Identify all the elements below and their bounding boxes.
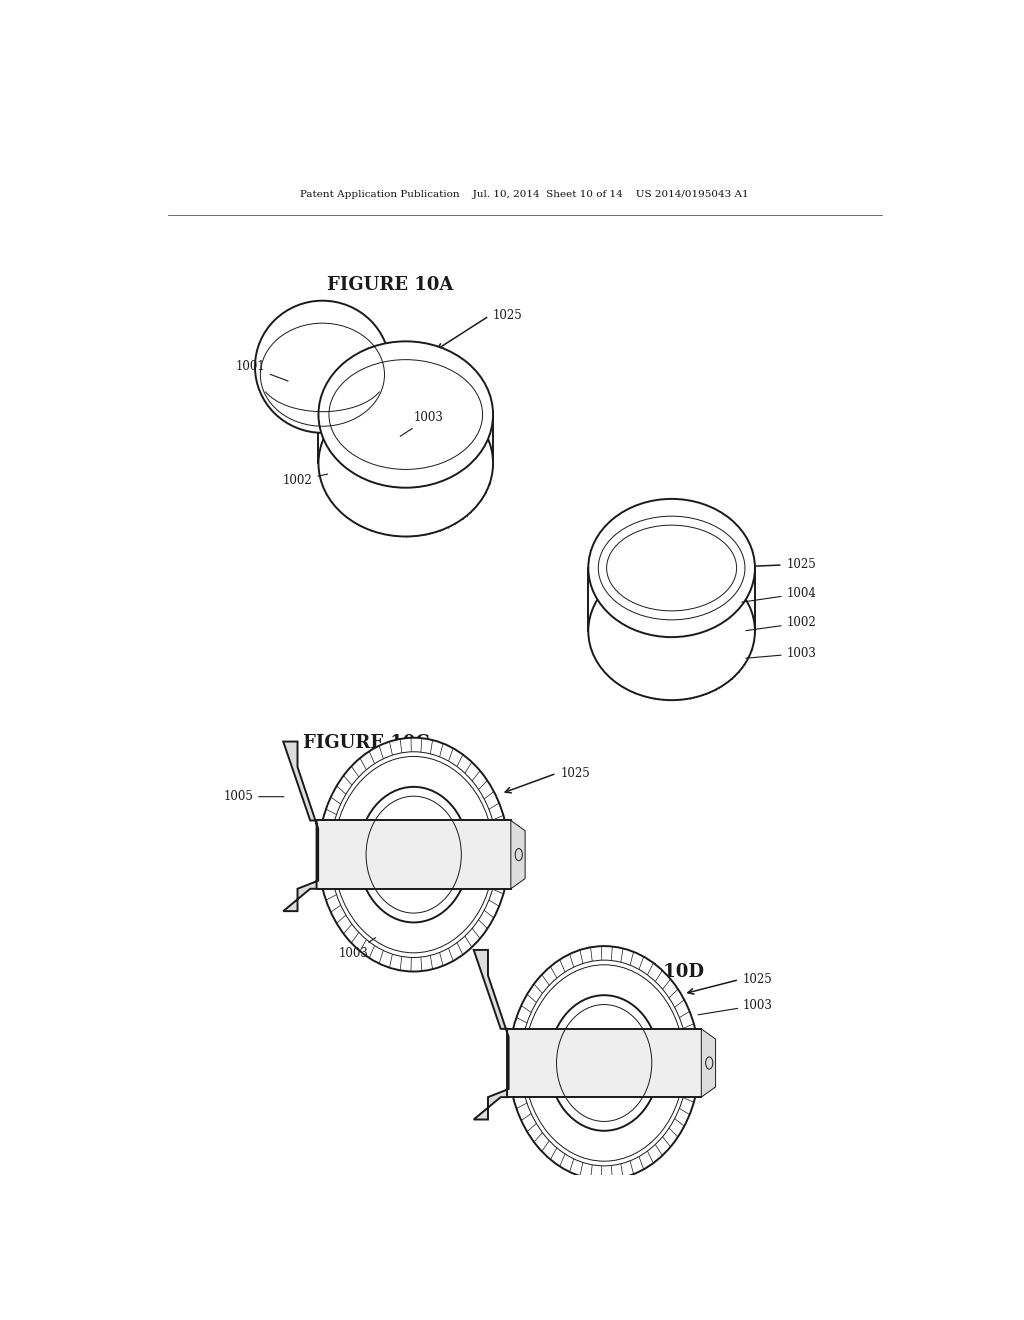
Ellipse shape [255, 301, 390, 433]
Text: FIGURE 10A: FIGURE 10A [327, 276, 453, 294]
Text: 1002: 1002 [283, 474, 328, 487]
Text: 1025: 1025 [743, 973, 773, 986]
Ellipse shape [358, 787, 469, 923]
Text: FIGURE 10C: FIGURE 10C [303, 734, 429, 752]
Ellipse shape [549, 995, 659, 1131]
Ellipse shape [589, 499, 755, 638]
Polygon shape [701, 1028, 716, 1097]
Ellipse shape [524, 965, 684, 1162]
Text: 1005: 1005 [223, 791, 284, 803]
Text: 1003: 1003 [745, 647, 816, 660]
Polygon shape [507, 1028, 701, 1097]
Ellipse shape [589, 562, 755, 700]
Text: 1003: 1003 [698, 998, 773, 1015]
Text: 1004: 1004 [741, 587, 816, 602]
Ellipse shape [520, 960, 688, 1166]
Polygon shape [511, 821, 525, 888]
Text: 1002: 1002 [745, 616, 816, 631]
Text: 1025: 1025 [494, 309, 523, 322]
Polygon shape [316, 821, 511, 888]
Text: 1025: 1025 [786, 558, 816, 572]
Text: 1025: 1025 [560, 767, 590, 780]
Text: 1003: 1003 [400, 411, 443, 437]
Ellipse shape [330, 752, 498, 957]
Text: FIGURE 10D: FIGURE 10D [575, 962, 703, 981]
Ellipse shape [318, 342, 494, 487]
Polygon shape [474, 950, 509, 1119]
Text: FIGURE 10B: FIGURE 10B [596, 541, 724, 558]
Polygon shape [284, 742, 318, 911]
Ellipse shape [509, 946, 699, 1180]
Ellipse shape [318, 391, 494, 536]
Text: Patent Application Publication    Jul. 10, 2014  Sheet 10 of 14    US 2014/01950: Patent Application Publication Jul. 10, … [300, 190, 750, 199]
Ellipse shape [318, 738, 509, 972]
Ellipse shape [334, 756, 494, 953]
Text: 1001: 1001 [236, 360, 288, 381]
Text: 1003: 1003 [338, 937, 376, 960]
